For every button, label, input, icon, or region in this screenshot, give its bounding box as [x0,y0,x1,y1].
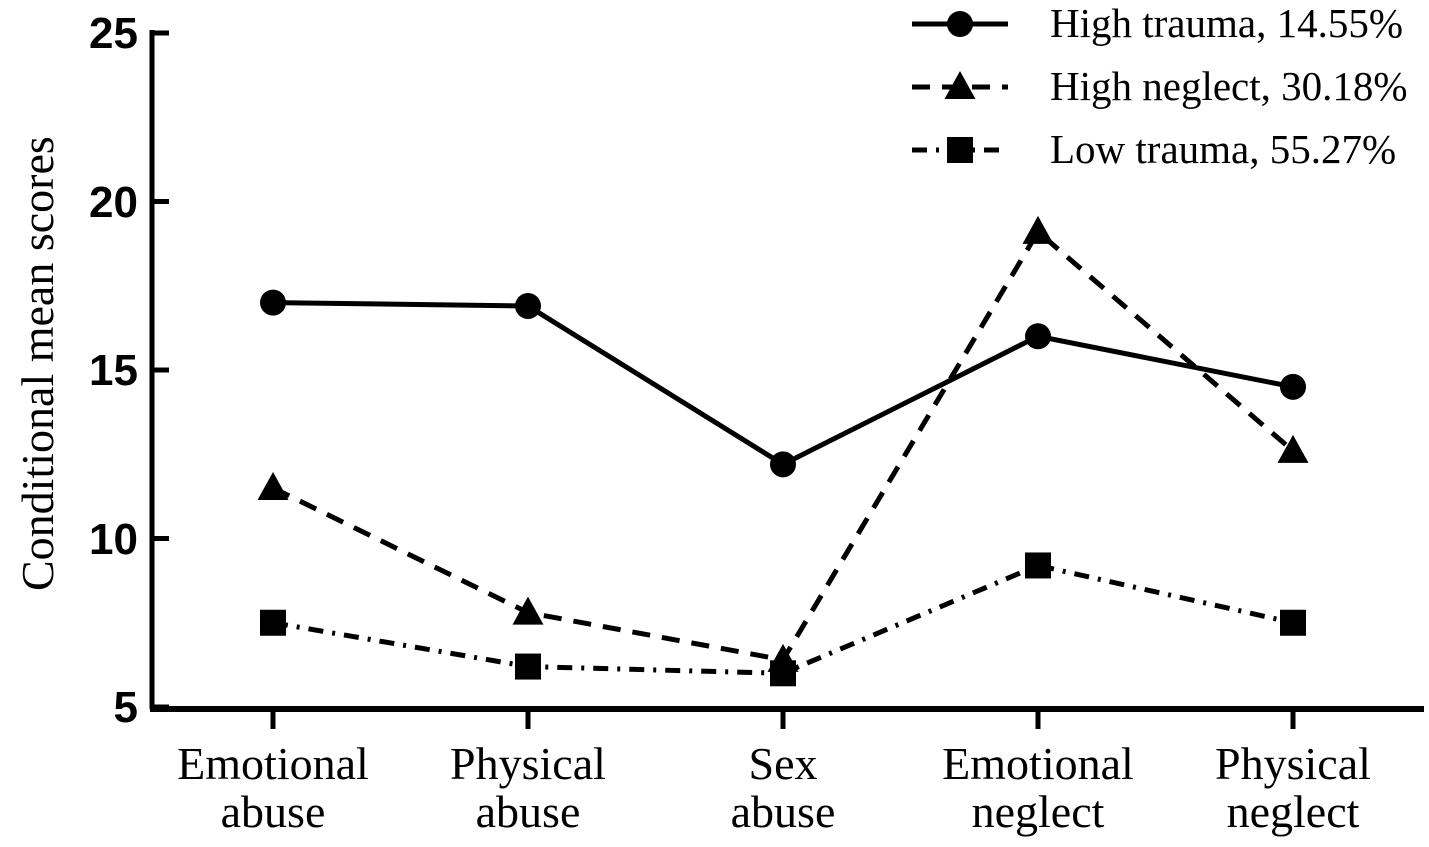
high-neglect-marker [512,596,544,625]
x-category-label: Sex abuse [656,740,910,836]
x-category-label-line: abuse [475,786,581,837]
high-trauma-marker [1280,373,1306,400]
high-trauma-line [272,300,1294,468]
high-trauma-marker [260,289,286,316]
x-category-label-line: neglect [1226,786,1360,837]
x-category-label-line: Physical [450,738,606,789]
high-neglect-marker [257,471,289,500]
x-category-label-line: neglect [971,786,1105,837]
high-trauma-marker [515,292,541,319]
high-trauma-marker [1025,323,1051,350]
low-trauma-marker [1025,552,1051,579]
high-trauma-legend-marker [947,11,973,37]
legend-item-label: High neglect, 30.18% [1050,63,1408,109]
x-category-label: Emotional abuse [146,740,400,836]
x-category-label-line: Physical [1215,738,1371,789]
high-neglect-legend-marker [944,71,976,99]
y-tick-label: 15 [89,346,138,395]
legend-item-label: Low trauma, 55.27% [1050,126,1397,172]
x-category-label-line: Sex [748,738,818,789]
y-tick-label: 5 [113,683,138,732]
low-trauma-marker [515,653,541,680]
legend-item-label: High trauma, 14.55% [1050,0,1403,46]
high-neglect-line [271,227,1295,663]
low-trauma-legend-marker [947,137,973,163]
high-neglect-marker [1022,215,1054,244]
high-trauma-marker [770,451,796,478]
x-category-label-line: Emotional [177,738,369,789]
y-tick-label: 10 [89,514,138,564]
y-tick-label: 25 [89,9,138,58]
x-category-label: Physical neglect [1166,740,1420,836]
low-trauma-marker [260,609,286,636]
x-category-label: Physical abuse [401,740,655,836]
low-trauma-marker [770,660,796,687]
high-neglect-marker [1277,434,1309,463]
low-trauma-marker [1280,609,1306,636]
y-tick-label: 20 [89,177,138,227]
x-category-label: Emotional neglect [911,740,1165,836]
x-category-label-line: Emotional [942,738,1134,789]
x-category-label-line: abuse [730,786,836,837]
x-category-label-line: abuse [220,786,326,837]
